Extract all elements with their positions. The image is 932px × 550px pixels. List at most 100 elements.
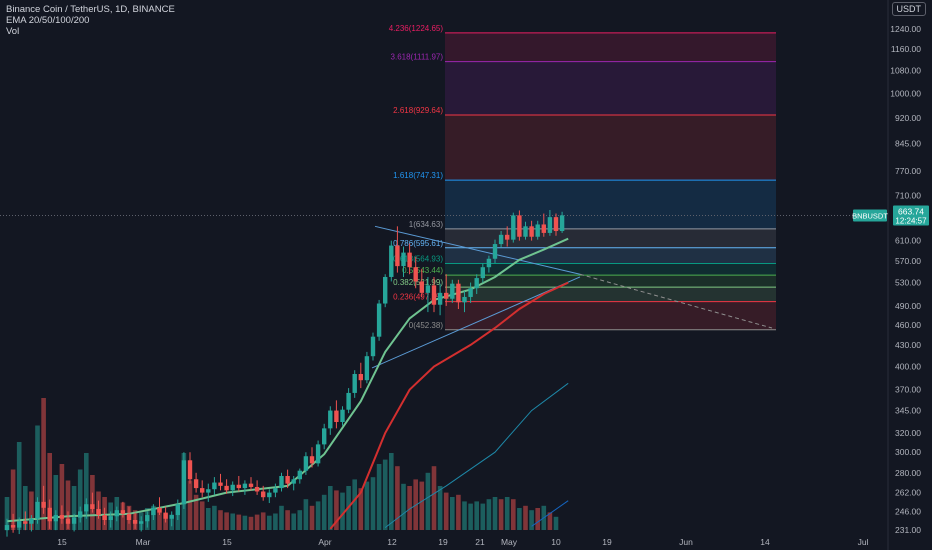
volume-bar [303, 499, 309, 530]
ascending-trendline [371, 276, 581, 369]
candle-body [395, 245, 400, 267]
y-axis-tick-label: 570.00 [895, 256, 921, 266]
volume-bar [340, 492, 345, 530]
volume-bar [315, 501, 321, 530]
volume-bar [267, 515, 272, 530]
candle-body [291, 479, 296, 484]
fib-level-label: 0.618(564.93) [393, 255, 443, 264]
y-axis-tick-label: 770.00 [895, 166, 921, 176]
y-axis-tick-label: 345.00 [895, 406, 921, 416]
volume-bar [450, 497, 455, 530]
volume-bar [364, 481, 370, 530]
candle-body [364, 356, 370, 381]
candle-body [450, 283, 455, 299]
volume-bar [65, 480, 71, 530]
last-price-marker [893, 205, 929, 226]
volume-bar [511, 499, 516, 530]
candle-body [383, 276, 388, 304]
ema-100-line [384, 382, 569, 528]
volume-bar [480, 503, 486, 530]
ema-legend: EMA 20/50/100/200 [6, 15, 90, 26]
candle-body [480, 267, 485, 279]
volume-bar [248, 516, 254, 530]
candle-body [126, 513, 132, 521]
candle-body [206, 489, 211, 493]
candle-body [102, 515, 107, 521]
candle-body [41, 501, 46, 508]
y-axis-tick-label: 320.00 [895, 428, 921, 438]
volume-bar [352, 479, 357, 530]
fib-band [445, 115, 776, 181]
volume-bar [193, 494, 199, 530]
y-axis-tick-label: 1000.00 [890, 88, 921, 98]
candle-body [456, 283, 461, 303]
currency-badge[interactable]: USDT [891, 2, 926, 16]
volume-bar [260, 512, 266, 530]
volume-bar [53, 475, 59, 530]
fib-level-label: 0.236(497.25) [393, 293, 443, 302]
candle-body [322, 428, 327, 445]
fib-level-label: 0.786(595.61) [393, 239, 443, 248]
y-axis-tick-label: 1160.00 [891, 44, 921, 54]
volume-bar [212, 505, 217, 530]
symbol-tag-label: BNBUSDT [852, 211, 888, 220]
x-axis-tick-label: 10 [551, 537, 561, 547]
volume-bar [35, 425, 40, 530]
candle-body [90, 504, 95, 509]
symbol-tag [853, 209, 887, 222]
candle-body [517, 215, 522, 237]
y-axis-tick-label: 1080.00 [890, 65, 921, 75]
candle-body [108, 516, 113, 521]
chart-legend: Binance Coin / TetherUS, 1D, BINANCE EMA… [6, 4, 175, 37]
candle-body [407, 252, 412, 268]
candle-body [328, 410, 333, 429]
volume-bar [291, 513, 296, 530]
volume-bar [16, 442, 22, 530]
candle-body [29, 518, 34, 524]
candle-body [254, 486, 260, 492]
volume-bar [236, 514, 242, 530]
x-axis-tick-label: May [501, 537, 518, 547]
candle-body [151, 507, 156, 516]
candle-body [267, 492, 272, 498]
volume-bar [517, 508, 522, 530]
candle-body [175, 504, 180, 516]
candle-body [413, 267, 418, 282]
candle-body [431, 285, 437, 305]
candle-body [340, 409, 345, 423]
candle-body [352, 374, 357, 393]
candle-body [84, 504, 89, 512]
volume-bar [425, 472, 431, 530]
volume-bar [382, 459, 388, 530]
candle-body [187, 460, 193, 480]
candle-body [547, 217, 553, 233]
candle-body [370, 336, 376, 357]
y-axis-tick-label: 246.00 [895, 506, 921, 516]
candle-body [315, 444, 321, 464]
candle-body [401, 252, 406, 267]
fib-level-label: 0.382(521.99) [393, 278, 443, 287]
candle-body [248, 483, 254, 487]
candle-body [559, 215, 565, 232]
candle-body [529, 226, 534, 237]
volume-bar [84, 453, 89, 530]
volume-bar [492, 497, 498, 530]
fib-band [445, 275, 776, 288]
candle-body [273, 488, 278, 493]
volume-bar [71, 486, 77, 530]
candle-body [114, 510, 119, 517]
volume-bar [523, 505, 528, 530]
candle-body [505, 234, 510, 240]
volume-bar [334, 490, 339, 530]
candle-body [523, 226, 528, 237]
y-axis-tick-label: 370.00 [895, 385, 921, 395]
x-axis-tick-label: 14 [760, 537, 770, 547]
fib-band [445, 180, 776, 229]
fib-band [445, 301, 776, 330]
candle-body [163, 512, 168, 519]
descending-trendline [374, 225, 581, 275]
x-axis-tick-label: Mar [136, 537, 151, 547]
candle-body [474, 278, 479, 289]
candle-body [346, 392, 351, 410]
